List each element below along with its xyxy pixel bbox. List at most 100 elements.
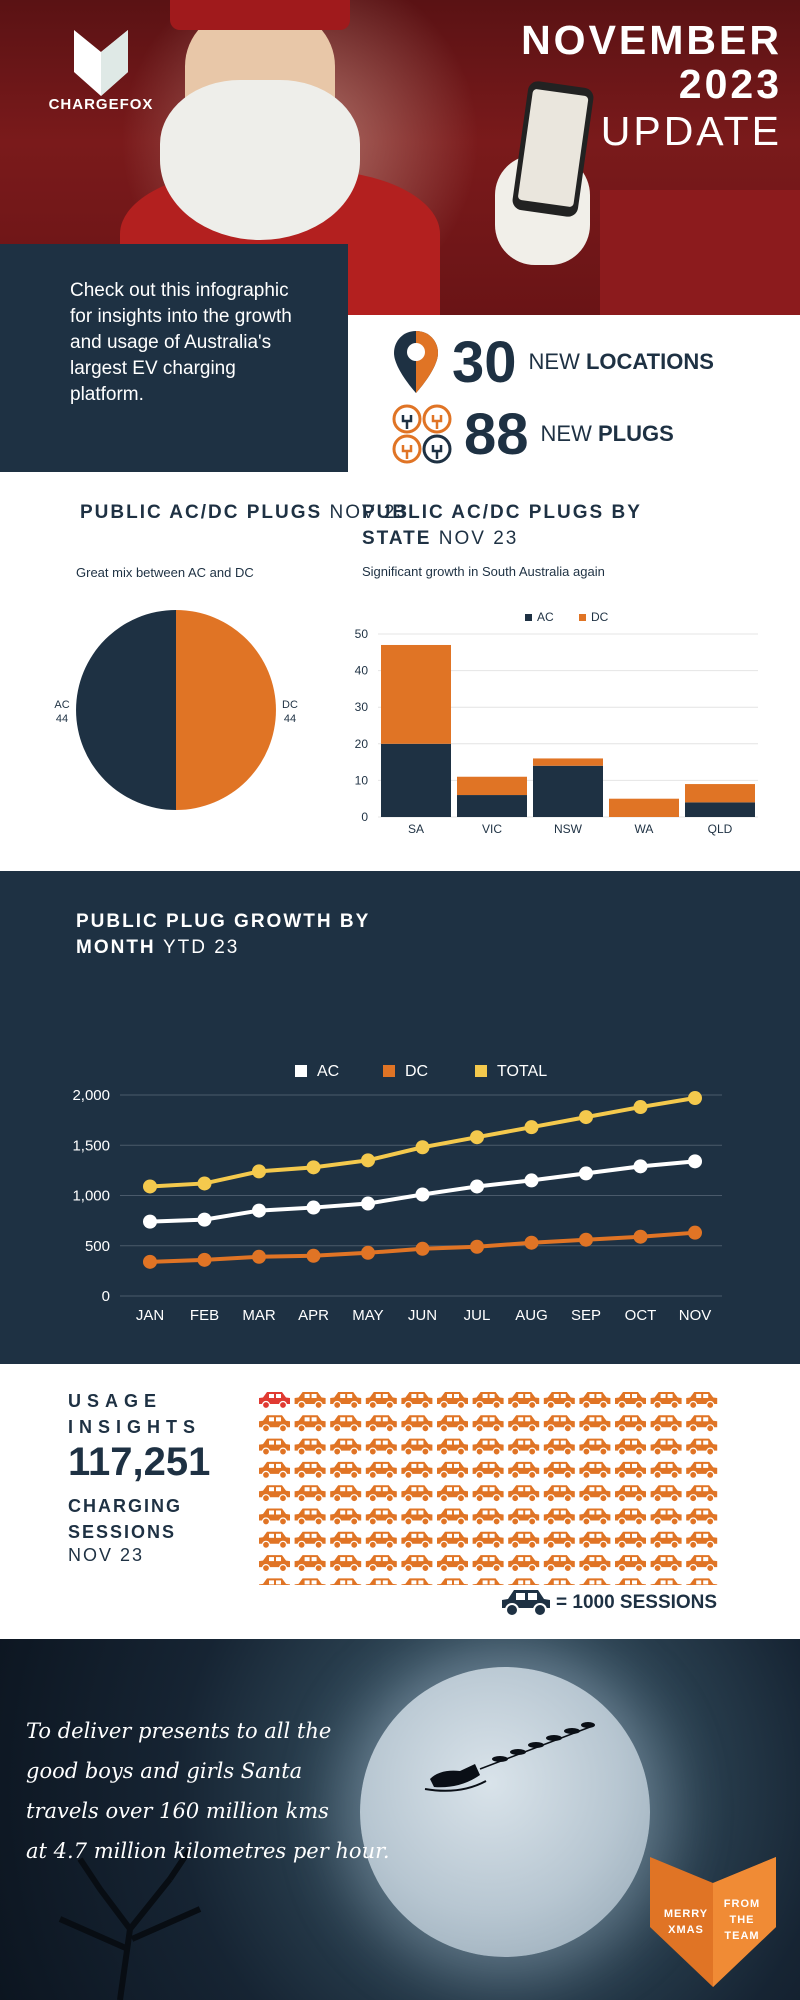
car-icon xyxy=(543,1438,575,1456)
car-icon xyxy=(508,1485,540,1503)
car-icon xyxy=(615,1485,646,1503)
car-icon xyxy=(294,1438,326,1456)
page-title: NOVEMBER 2023 xyxy=(521,17,782,107)
pie-chart: AC 44 DC 44 xyxy=(54,610,298,810)
line-ytick: 1,000 xyxy=(72,1188,110,1205)
line-title: PUBLIC PLUG GROWTH BY MONTH YTD 23 xyxy=(76,911,370,958)
poem-line: good boys and girls Santa xyxy=(26,1759,303,1783)
line-point-dc xyxy=(579,1232,593,1247)
line-point-ac xyxy=(415,1187,430,1202)
car-icon xyxy=(686,1531,718,1549)
brand-name: CHARGEFOX xyxy=(48,96,154,113)
car-icon xyxy=(615,1461,646,1480)
legend-swatch-ac xyxy=(525,614,532,621)
bar-vic-ac xyxy=(457,795,527,817)
car-icon xyxy=(508,1555,540,1573)
tree-silhouette xyxy=(58,1847,202,2000)
bar-nsw-ac xyxy=(533,765,603,817)
closing-section: To deliver presents to all the good boys… xyxy=(0,1639,800,2000)
car-pictograph xyxy=(259,1392,718,1585)
usage-sessions-label: CHARGING SESSIONS xyxy=(68,1496,182,1542)
car-icon xyxy=(294,1578,326,1585)
hero-banner: CHARGEFOX NOVEMBER 2023 UPDATE xyxy=(0,0,800,315)
line-point-dc xyxy=(415,1241,430,1256)
pie-label-ac: AC xyxy=(54,699,69,711)
car-icon xyxy=(330,1485,362,1503)
car-icon xyxy=(294,1415,326,1433)
car-icon xyxy=(437,1531,468,1549)
santa-hat xyxy=(170,0,350,30)
car-icon xyxy=(508,1461,540,1480)
pie-value-dc: 44 xyxy=(284,713,296,725)
car-icon xyxy=(401,1485,433,1503)
bar-subtitle: Significant growth in South Australia ag… xyxy=(362,564,605,579)
car-icon xyxy=(543,1392,575,1410)
line-point-ac xyxy=(524,1173,539,1188)
present-box xyxy=(600,190,800,315)
car-icon xyxy=(579,1415,611,1433)
plugs-count: 88 xyxy=(464,401,529,467)
car-icon xyxy=(437,1415,468,1433)
location-pin-icon xyxy=(394,331,438,393)
car-icon xyxy=(259,1555,290,1573)
badge-merry: MERRY xyxy=(664,1908,708,1920)
car-icon xyxy=(365,1531,397,1549)
car-icon xyxy=(294,1555,326,1573)
poem-line: To deliver presents to all the xyxy=(26,1719,332,1743)
line-ytick: 2,000 xyxy=(72,1087,110,1104)
car-icon xyxy=(259,1485,290,1503)
car-icon xyxy=(294,1531,326,1549)
car-icon xyxy=(650,1438,682,1456)
bar-chart: AC DC 0 10 20 30 40 50 SA VIC NSW WA QLD xyxy=(355,610,758,836)
growth-section: PUBLIC PLUG GROWTH BY MONTH YTD 23 AC DC T… xyxy=(0,871,800,1364)
car-icon xyxy=(650,1531,682,1549)
car-icon xyxy=(472,1415,504,1433)
line-point-dc xyxy=(143,1254,157,1269)
car-icon xyxy=(650,1578,682,1585)
line-point-dc xyxy=(524,1235,539,1250)
car-icon xyxy=(579,1438,611,1456)
car-icon xyxy=(686,1578,718,1585)
pie-value-ac: 44 xyxy=(56,713,68,725)
car-icon xyxy=(543,1461,575,1480)
bar-sa-ac xyxy=(381,743,451,817)
car-icon xyxy=(543,1415,575,1433)
pie-slice-ac xyxy=(76,610,176,810)
line-point-total xyxy=(143,1179,157,1194)
car-icon xyxy=(330,1578,362,1585)
car-icon xyxy=(543,1508,575,1526)
usage-title: USAGE INSIGHTS xyxy=(68,1391,202,1437)
line-point-dc xyxy=(197,1252,212,1267)
car-icon xyxy=(579,1485,611,1503)
line-point-dc xyxy=(688,1225,702,1240)
car-icon xyxy=(508,1531,540,1549)
pie-label-dc: DC xyxy=(282,699,298,711)
car-icon xyxy=(330,1555,362,1573)
moon xyxy=(360,1667,650,1957)
car-icon xyxy=(365,1578,397,1585)
car-icon xyxy=(330,1508,362,1526)
locations-label: NEW LOCATIONS xyxy=(528,349,714,374)
bar-xtick: NSW xyxy=(554,822,583,836)
line-ytick: 0 xyxy=(102,1288,110,1305)
car-icon xyxy=(294,1508,326,1526)
car-icon xyxy=(686,1508,718,1526)
car-icon xyxy=(615,1508,646,1526)
bar-qld-dc xyxy=(685,784,755,803)
car-icon xyxy=(686,1392,718,1410)
car-icon xyxy=(615,1438,646,1456)
car-icon xyxy=(330,1415,362,1433)
car-icon xyxy=(259,1438,290,1456)
line-point-ac xyxy=(361,1196,375,1211)
bar-nsw-dc xyxy=(533,758,603,766)
line-ytick: 500 xyxy=(85,1238,110,1255)
car-icon xyxy=(365,1555,397,1573)
badge-team: TEAM xyxy=(724,1930,759,1942)
badge-the: THE xyxy=(730,1914,755,1926)
bar-ytick: 10 xyxy=(355,773,369,787)
car-icon xyxy=(401,1578,433,1585)
line-point-dc xyxy=(252,1249,266,1264)
sleigh-reindeer-icon xyxy=(424,1722,595,1792)
bar-xtick: VIC xyxy=(482,822,502,836)
line-legend-swatch-dc xyxy=(383,1065,395,1077)
